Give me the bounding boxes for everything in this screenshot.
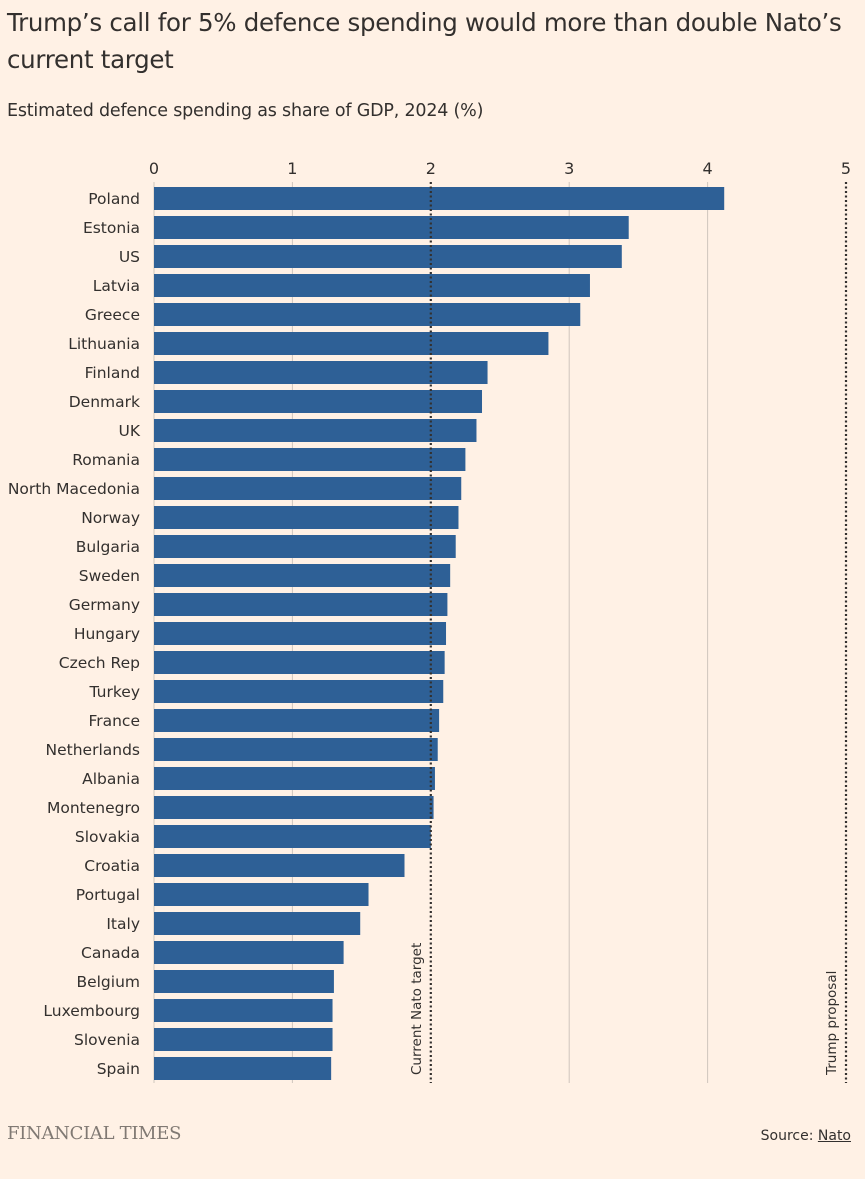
source-prefix: Source: bbox=[760, 1128, 818, 1144]
source-link[interactable]: Nato bbox=[817, 1128, 851, 1144]
bar bbox=[154, 941, 344, 964]
bar bbox=[154, 477, 462, 500]
bar bbox=[154, 796, 434, 819]
x-tick-label: 0 bbox=[149, 159, 159, 178]
bar bbox=[154, 245, 622, 268]
category-label: Greece bbox=[85, 306, 140, 324]
bar bbox=[154, 883, 369, 906]
category-label: Latvia bbox=[93, 277, 140, 295]
category-label: Slovenia bbox=[74, 1031, 140, 1049]
bar bbox=[154, 564, 451, 587]
bar bbox=[154, 332, 549, 355]
bar bbox=[154, 274, 590, 297]
x-tick-label: 3 bbox=[564, 159, 574, 178]
category-label: Hungary bbox=[74, 625, 140, 643]
bar bbox=[154, 419, 477, 442]
bar bbox=[154, 390, 483, 413]
category-label: Spain bbox=[97, 1060, 140, 1078]
bar bbox=[154, 970, 334, 993]
chart-subtitle: Estimated defence spending as share of G… bbox=[7, 101, 484, 121]
x-tick-label: 4 bbox=[703, 159, 713, 178]
category-label: Turkey bbox=[89, 683, 140, 701]
bar bbox=[154, 738, 438, 761]
category-label: Sweden bbox=[79, 567, 140, 585]
category-label: Portugal bbox=[76, 886, 140, 904]
bar bbox=[154, 187, 725, 210]
bar bbox=[154, 912, 361, 935]
bar-chart: 0 1 2 3 4 5 Poland Estonia US Latvia Greece Lithuan… bbox=[8, 159, 851, 1083]
category-label: Denmark bbox=[69, 393, 140, 411]
source-note: Source: Nato bbox=[761, 1128, 851, 1144]
category-label: Belgium bbox=[76, 973, 140, 991]
category-label: Luxembourg bbox=[43, 1002, 140, 1020]
category-label: Bulgaria bbox=[76, 538, 140, 556]
bar bbox=[154, 216, 629, 239]
bar bbox=[154, 709, 440, 732]
bar bbox=[154, 593, 448, 616]
category-label: Czech Rep bbox=[59, 654, 140, 672]
reference-line-label: Current Nato target bbox=[409, 943, 425, 1075]
category-label: Estonia bbox=[83, 219, 140, 237]
x-tick-label: 5 bbox=[841, 159, 851, 178]
x-tick-label: 1 bbox=[287, 159, 297, 178]
bar bbox=[154, 999, 333, 1022]
bar bbox=[154, 361, 488, 384]
category-label: Slovakia bbox=[75, 828, 140, 846]
category-label: Finland bbox=[85, 364, 140, 382]
bar bbox=[154, 651, 445, 674]
category-label: Romania bbox=[72, 451, 140, 469]
reference-line-label: Trump proposal bbox=[824, 971, 840, 1076]
bar bbox=[154, 767, 435, 790]
bar bbox=[154, 535, 456, 558]
bar bbox=[154, 680, 444, 703]
bar bbox=[154, 303, 581, 326]
bar bbox=[154, 1057, 332, 1080]
category-label: Lithuania bbox=[68, 335, 140, 353]
category-label: Montenegro bbox=[47, 799, 140, 817]
category-label: US bbox=[119, 248, 140, 266]
category-label: Germany bbox=[69, 596, 140, 614]
ft-logo: FINANCIAL TIMES bbox=[7, 1123, 182, 1144]
category-label: Poland bbox=[88, 190, 140, 208]
bar bbox=[154, 1028, 333, 1051]
category-label: North Macedonia bbox=[8, 480, 140, 498]
category-label: Norway bbox=[81, 509, 140, 527]
x-tick-label: 2 bbox=[426, 159, 436, 178]
category-label: France bbox=[88, 712, 140, 730]
category-label: Albania bbox=[82, 770, 140, 788]
bar bbox=[154, 506, 459, 529]
category-label: Netherlands bbox=[46, 741, 140, 759]
category-label: Croatia bbox=[84, 857, 140, 875]
category-label: Canada bbox=[81, 944, 140, 962]
category-label: UK bbox=[118, 422, 140, 440]
bar bbox=[154, 825, 431, 848]
category-label: Italy bbox=[106, 915, 140, 933]
chart-title: Trump’s call for 5% defence spending wou… bbox=[7, 8, 842, 74]
bar bbox=[154, 622, 447, 645]
bar bbox=[154, 448, 466, 471]
bar bbox=[154, 854, 405, 877]
